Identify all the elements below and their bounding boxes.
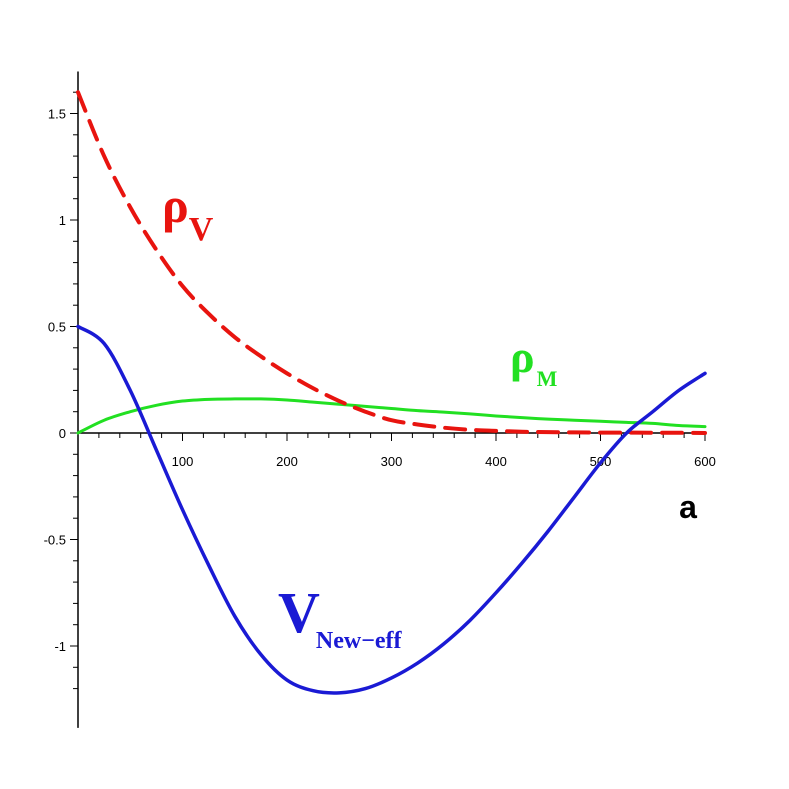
rho-v-label-symbol: ρ [162, 177, 189, 233]
rho-m-label: ρM [510, 331, 558, 391]
y-tick-label: 1.5 [48, 107, 66, 122]
x-tick-group: 100 200 300 400 500 600 [172, 454, 716, 469]
rho-m-label-subscript: M [537, 366, 558, 391]
v-new-eff-label-symbol: V [278, 580, 320, 645]
y-tick-label: -0.5 [44, 533, 66, 548]
rho-m-label-symbol: ρ [510, 331, 535, 382]
rho-m-series-line [76, 397, 707, 435]
x-tick-label: 400 [485, 454, 507, 469]
x-tick-label: 100 [172, 454, 194, 469]
rho-v-label: ρV [162, 177, 214, 248]
rho-v-series-line [76, 90, 707, 435]
x-axis-label: a [679, 489, 697, 525]
rho-v-label-subscript: V [189, 211, 214, 248]
v-new-eff-label-subscript: New−eff [316, 628, 403, 654]
x-tick-label: 200 [276, 454, 298, 469]
series-group [76, 90, 707, 695]
y-tick-label: 0.5 [48, 320, 66, 335]
v-new-eff-label: VNew−eff [278, 580, 403, 654]
y-tick-label: 0 [59, 426, 66, 441]
y-tick-label: 1 [59, 213, 66, 228]
x-tick-label: 600 [694, 454, 716, 469]
y-tick-label: -1 [54, 639, 66, 654]
x-tick-label: 300 [381, 454, 403, 469]
y-tick-group: -1 -0.5 0 0.5 1 1.5 [44, 107, 66, 655]
v-new-eff-series-line [76, 324, 707, 695]
